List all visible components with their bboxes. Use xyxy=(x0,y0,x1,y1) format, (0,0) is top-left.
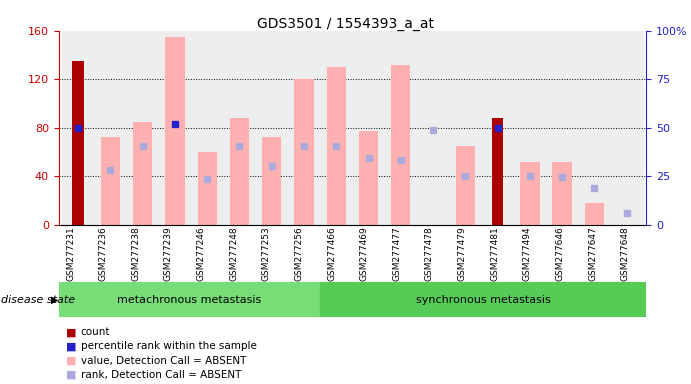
Bar xyxy=(553,162,572,225)
Bar xyxy=(101,137,120,225)
Bar xyxy=(417,31,449,225)
Bar xyxy=(59,282,320,317)
Bar xyxy=(359,131,378,225)
Text: ■: ■ xyxy=(66,327,76,337)
Bar xyxy=(62,31,94,225)
Bar xyxy=(288,31,320,225)
Bar xyxy=(578,31,611,225)
Bar xyxy=(482,31,514,225)
Text: GSM277253: GSM277253 xyxy=(262,227,271,281)
Bar xyxy=(165,37,184,225)
Bar xyxy=(585,203,604,225)
Bar xyxy=(294,79,314,225)
Bar xyxy=(73,61,84,225)
Text: GSM277248: GSM277248 xyxy=(229,227,238,281)
Bar xyxy=(546,31,578,225)
Bar xyxy=(611,31,643,225)
Bar xyxy=(327,67,346,225)
Text: GDS3501 / 1554393_a_at: GDS3501 / 1554393_a_at xyxy=(257,17,434,31)
Bar xyxy=(449,31,482,225)
Text: GSM277231: GSM277231 xyxy=(66,227,75,281)
Text: GSM277246: GSM277246 xyxy=(196,227,206,281)
Text: GSM277648: GSM277648 xyxy=(621,227,630,281)
Bar xyxy=(352,31,385,225)
Bar xyxy=(191,31,223,225)
Bar xyxy=(320,31,352,225)
Text: GSM277481: GSM277481 xyxy=(490,227,499,281)
Bar xyxy=(198,152,217,225)
Text: disease state: disease state xyxy=(1,295,75,305)
Text: synchronous metastasis: synchronous metastasis xyxy=(415,295,550,305)
Text: ■: ■ xyxy=(66,370,76,380)
Bar xyxy=(514,31,546,225)
Text: GSM277256: GSM277256 xyxy=(294,227,303,281)
Bar xyxy=(94,31,126,225)
Text: rank, Detection Call = ABSENT: rank, Detection Call = ABSENT xyxy=(81,370,241,380)
Bar xyxy=(126,31,159,225)
Bar xyxy=(262,137,281,225)
Text: GSM277478: GSM277478 xyxy=(425,227,434,281)
Bar xyxy=(256,31,288,225)
Bar xyxy=(520,162,540,225)
Bar xyxy=(385,31,417,225)
Bar xyxy=(159,31,191,225)
Text: GSM277647: GSM277647 xyxy=(588,227,597,281)
Bar xyxy=(223,31,256,225)
Text: GSM277469: GSM277469 xyxy=(360,227,369,281)
Bar xyxy=(320,282,646,317)
Text: value, Detection Call = ABSENT: value, Detection Call = ABSENT xyxy=(81,356,246,366)
Text: metachronous metastasis: metachronous metastasis xyxy=(117,295,261,305)
Text: count: count xyxy=(81,327,111,337)
Text: ■: ■ xyxy=(66,341,76,351)
Text: ▶: ▶ xyxy=(51,295,59,305)
Text: GSM277236: GSM277236 xyxy=(99,227,108,281)
Bar xyxy=(230,118,249,225)
Text: GSM277466: GSM277466 xyxy=(327,227,336,281)
Text: ■: ■ xyxy=(66,356,76,366)
Bar xyxy=(133,122,152,225)
Text: GSM277477: GSM277477 xyxy=(392,227,401,281)
Text: GSM277238: GSM277238 xyxy=(131,227,140,281)
Bar xyxy=(455,146,475,225)
Bar xyxy=(492,118,503,225)
Text: GSM277239: GSM277239 xyxy=(164,227,173,281)
Text: GSM277494: GSM277494 xyxy=(523,227,532,281)
Text: GSM277479: GSM277479 xyxy=(457,227,466,281)
Bar xyxy=(391,65,410,225)
Text: percentile rank within the sample: percentile rank within the sample xyxy=(81,341,257,351)
Text: GSM277646: GSM277646 xyxy=(556,227,565,281)
